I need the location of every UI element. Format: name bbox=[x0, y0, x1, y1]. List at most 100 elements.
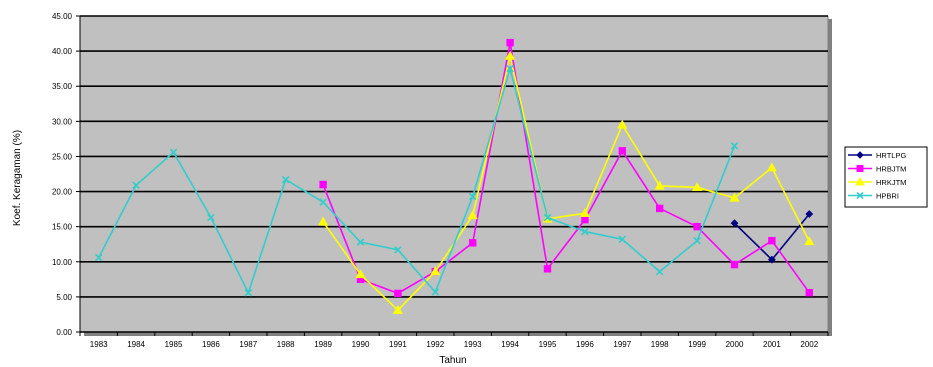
legend-item: HRKJTM bbox=[848, 176, 906, 187]
legend-items: HRTLPG HRBJTM HRKJTM HPBRI bbox=[848, 151, 906, 201]
data-point bbox=[618, 147, 626, 155]
x-tick-label: 1999 bbox=[688, 340, 706, 349]
data-point bbox=[693, 236, 701, 245]
x-axis: 1983 1984 1985 1986 1987 1988 1989 1990 1991 1992… bbox=[79, 331, 829, 349]
data-point bbox=[654, 180, 665, 190]
legend: HRTLPG HRBJTM HRKJTM HPBRI bbox=[844, 146, 928, 208]
data-point bbox=[805, 210, 814, 218]
data-point bbox=[692, 182, 703, 192]
series-line bbox=[322, 42, 810, 295]
data-point bbox=[506, 64, 514, 73]
data-point bbox=[730, 260, 739, 269]
data-point bbox=[244, 288, 253, 297]
data-point bbox=[319, 198, 327, 206]
data-point bbox=[617, 119, 628, 129]
data-point bbox=[543, 265, 552, 273]
series-line bbox=[322, 55, 811, 312]
data-point bbox=[467, 210, 478, 220]
data-point bbox=[730, 219, 739, 228]
x-tick-label: 1986 bbox=[202, 340, 220, 349]
y-tick-label: 25.00 bbox=[52, 152, 73, 161]
data-point bbox=[281, 175, 290, 184]
data-point bbox=[506, 38, 514, 47]
y-axis: 0.00 5.00 10.00 15.00 20.00 25.00 30.00 35.00 40… bbox=[52, 12, 81, 337]
data-point bbox=[543, 213, 552, 222]
y-tick-label: 10.00 bbox=[52, 258, 73, 267]
data-point bbox=[804, 236, 815, 246]
x-tick-label: 1996 bbox=[576, 340, 594, 349]
series-hrtlpg bbox=[730, 210, 814, 264]
legend-item: HRBJTM bbox=[848, 165, 906, 174]
y-tick-label: 0.00 bbox=[56, 328, 72, 337]
x-tick-label: 1992 bbox=[426, 340, 444, 349]
data-point bbox=[730, 142, 739, 150]
data-point bbox=[767, 255, 776, 264]
series-layer bbox=[94, 38, 815, 314]
data-point bbox=[469, 239, 477, 247]
x-tick-label: 1998 bbox=[651, 340, 669, 349]
data-point bbox=[693, 222, 701, 231]
y-tick-label: 30.00 bbox=[52, 117, 73, 126]
plot-area bbox=[79, 15, 829, 333]
data-point bbox=[468, 192, 477, 201]
x-tick-label: 2002 bbox=[800, 340, 818, 349]
data-point bbox=[319, 180, 327, 189]
x-tick-label: 1988 bbox=[277, 340, 295, 349]
data-point bbox=[392, 305, 403, 314]
data-point bbox=[581, 215, 589, 224]
data-point bbox=[579, 208, 590, 218]
x-tick-label: 2001 bbox=[763, 340, 781, 349]
y-tick-label: 15.00 bbox=[52, 223, 73, 232]
data-point bbox=[356, 238, 365, 246]
x-tick-label: 1994 bbox=[501, 340, 519, 349]
y-tick-label: 5.00 bbox=[56, 293, 72, 302]
data-point bbox=[729, 192, 740, 202]
series-hrkjtm bbox=[318, 50, 815, 314]
x-axis-title: Tahun bbox=[439, 355, 466, 366]
legend-marker bbox=[855, 176, 865, 186]
series-hpbri bbox=[94, 64, 739, 297]
legend-label: HRTLPG bbox=[876, 151, 906, 160]
legend-item: HPBRI bbox=[848, 192, 899, 201]
data-point bbox=[618, 235, 627, 244]
x-tick-label: 1997 bbox=[613, 340, 631, 349]
data-point bbox=[318, 216, 329, 226]
x-tick-label: 1991 bbox=[389, 340, 407, 349]
legend-item: HRTLPG bbox=[848, 151, 906, 160]
data-point bbox=[768, 237, 776, 245]
gridlines bbox=[80, 15, 828, 333]
data-point bbox=[94, 253, 103, 262]
x-tick-label: 1984 bbox=[127, 340, 145, 349]
data-point bbox=[505, 50, 516, 60]
x-tick-label: 1993 bbox=[464, 340, 482, 349]
data-point bbox=[581, 227, 589, 236]
data-point bbox=[169, 148, 178, 156]
data-point bbox=[430, 266, 441, 276]
legend-label: HRKJTM bbox=[876, 178, 906, 187]
legend-marker bbox=[856, 191, 864, 200]
data-point bbox=[207, 213, 215, 222]
data-point bbox=[655, 267, 664, 276]
data-point bbox=[431, 288, 440, 296]
x-tick-label: 1985 bbox=[165, 340, 183, 349]
y-tick-label: 20.00 bbox=[52, 188, 73, 197]
legend-label: HRBJTM bbox=[876, 165, 906, 174]
data-point bbox=[394, 246, 402, 254]
y-axis-title: Koef. Keragaman (%) bbox=[12, 130, 23, 226]
x-tick-label: 1983 bbox=[90, 340, 108, 349]
x-tick-label: 1987 bbox=[239, 340, 257, 349]
data-point bbox=[394, 289, 402, 298]
series-line bbox=[97, 65, 736, 295]
legend-label: HPBRI bbox=[876, 192, 899, 201]
legend-marker bbox=[856, 151, 864, 159]
y-tick-label: 35.00 bbox=[52, 82, 73, 91]
y-tick-label: 45.00 bbox=[52, 12, 73, 21]
y-tick-label: 40.00 bbox=[52, 47, 73, 56]
x-tick-label: 1995 bbox=[539, 340, 557, 349]
x-tick-label: 1990 bbox=[352, 340, 370, 349]
data-point bbox=[766, 162, 777, 172]
data-point bbox=[355, 269, 366, 279]
data-point bbox=[656, 204, 664, 213]
legend-marker bbox=[856, 165, 864, 172]
